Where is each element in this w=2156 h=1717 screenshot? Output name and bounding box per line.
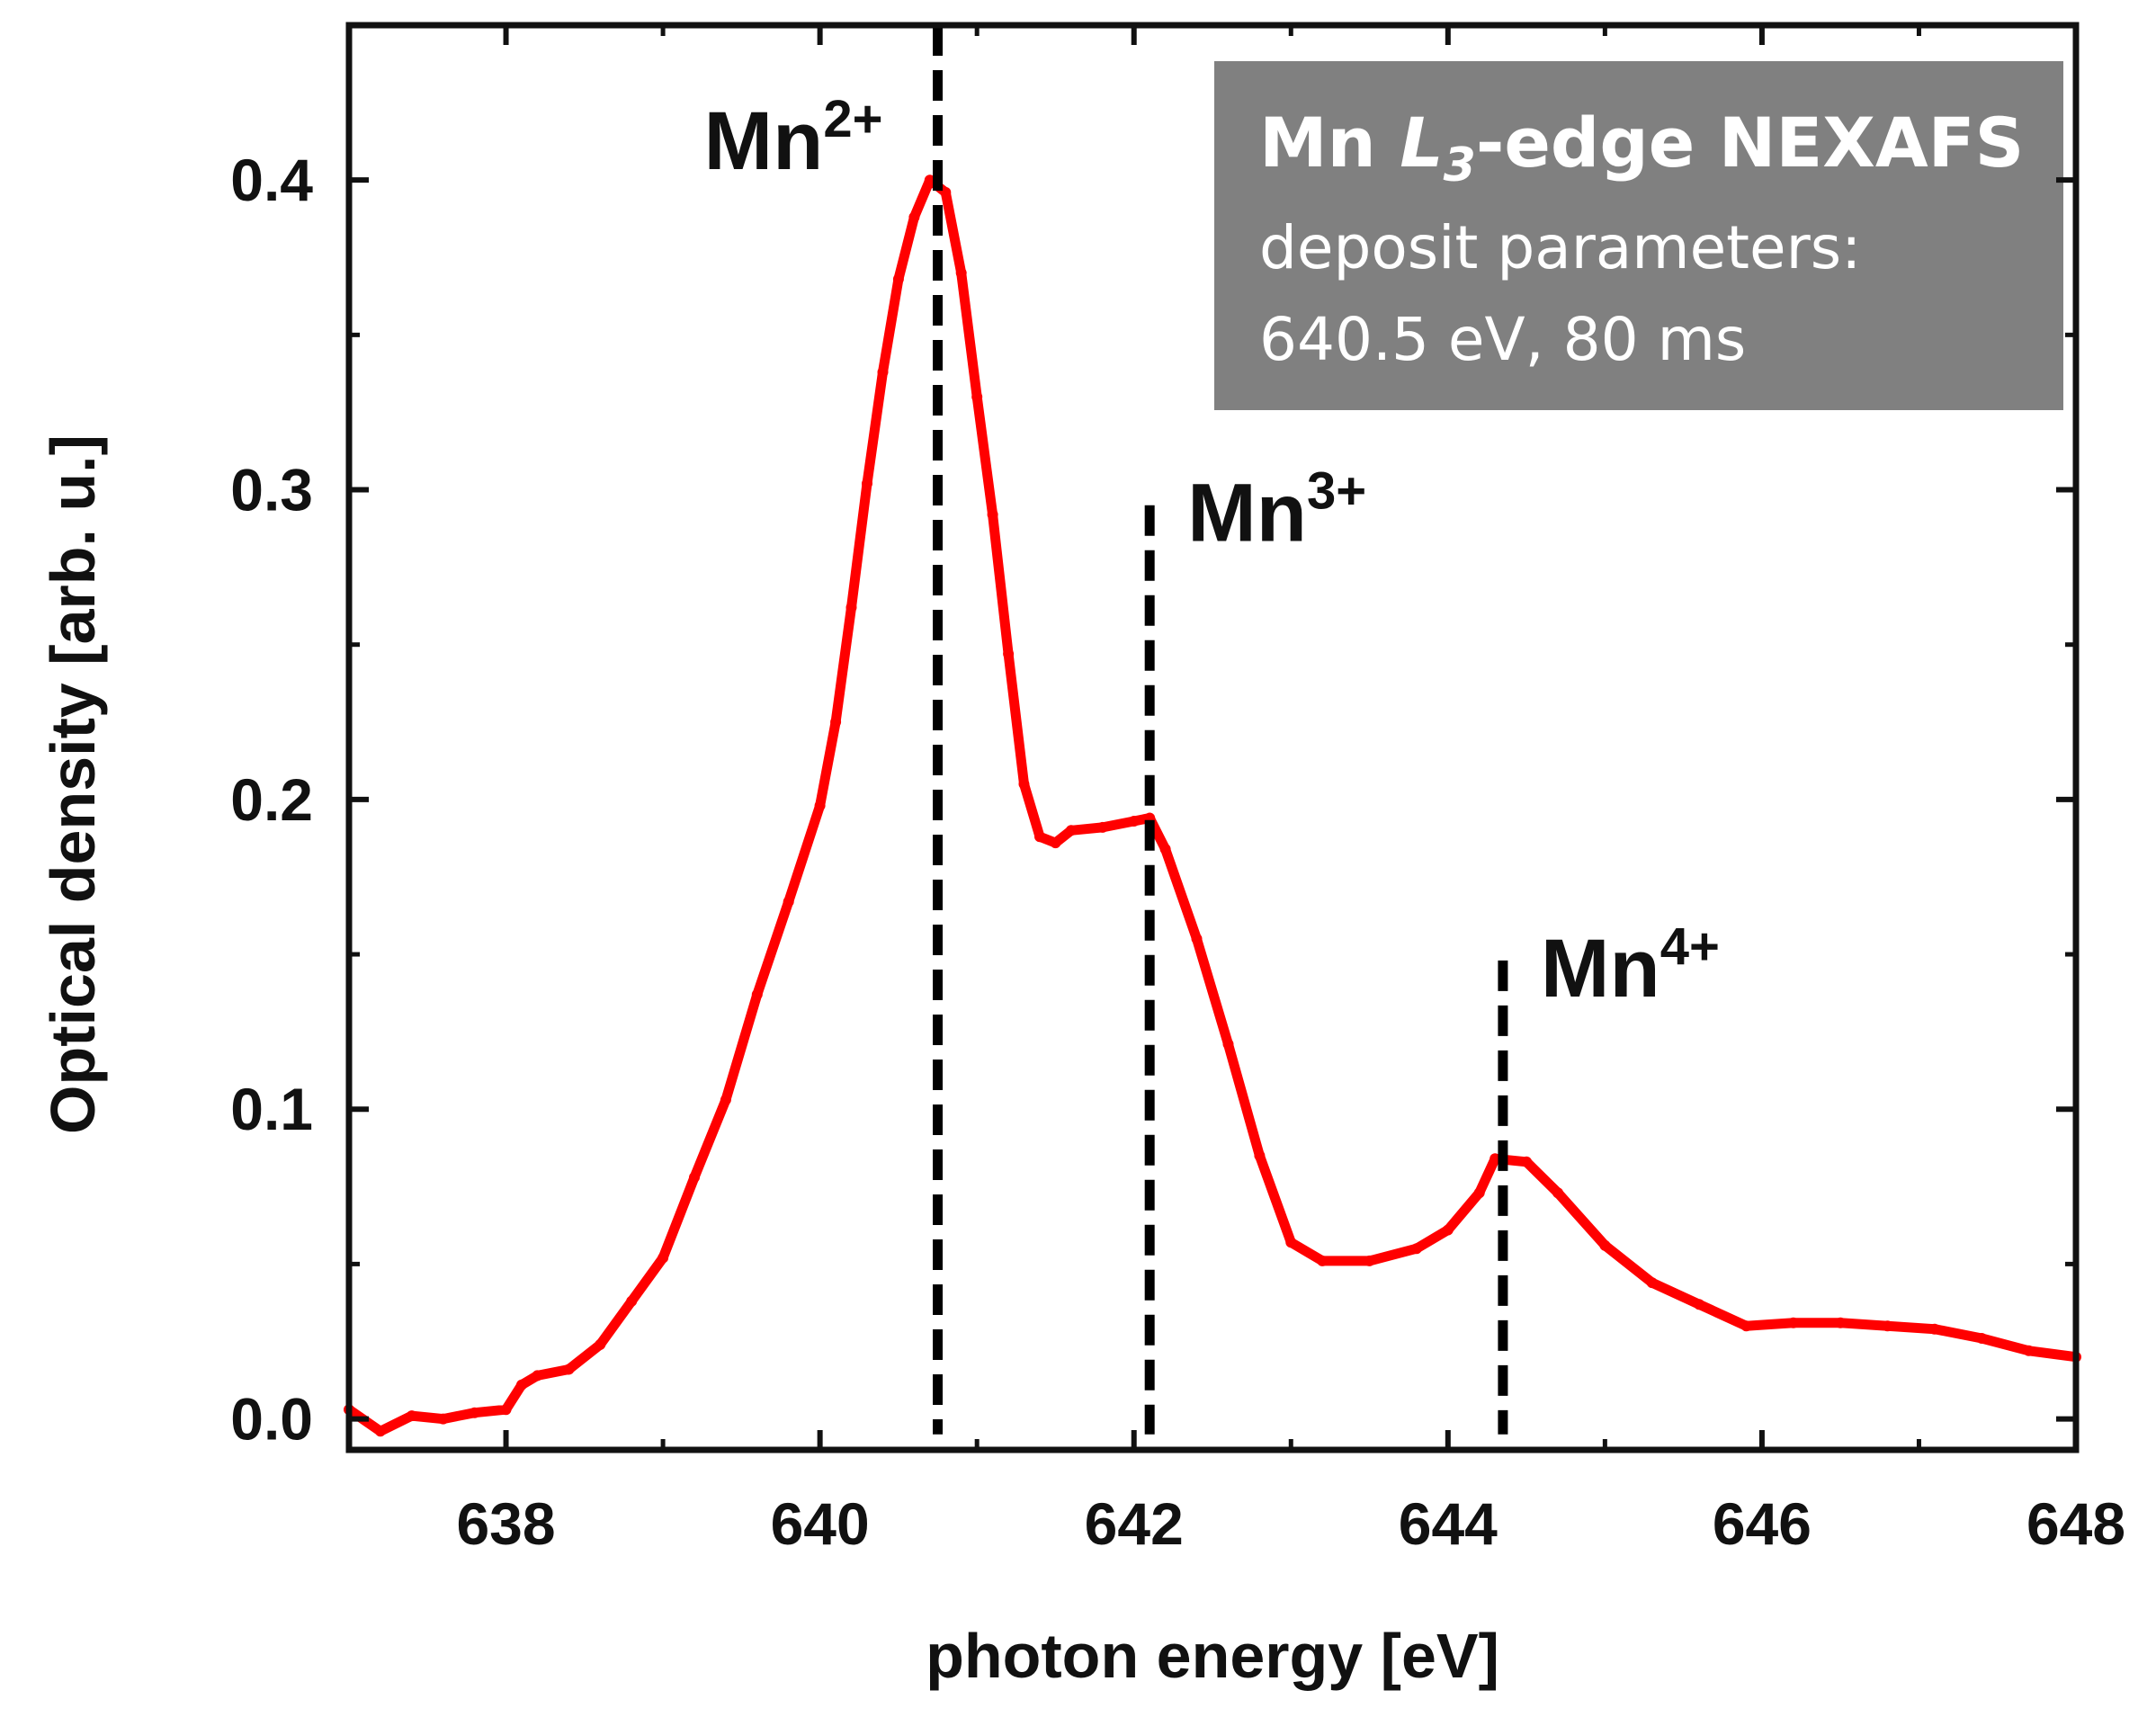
- data-point: [1065, 825, 1077, 836]
- data-point: [500, 1404, 512, 1416]
- data-point: [516, 1379, 527, 1391]
- y-tick-label: 0.3: [230, 457, 313, 523]
- x-tick-label: 642: [1085, 1490, 1184, 1557]
- data-point: [1442, 1224, 1454, 1236]
- data-point: [1364, 1255, 1375, 1266]
- data-point: [1740, 1320, 1752, 1332]
- data-point: [830, 716, 842, 728]
- data-point: [987, 509, 998, 521]
- x-tick-label: 638: [456, 1490, 555, 1557]
- data-point: [1646, 1277, 1658, 1289]
- y-axis-title: Optical density [arb. u.]: [38, 434, 108, 1134]
- data-point: [1694, 1299, 1705, 1310]
- data-point: [1976, 1333, 1988, 1344]
- data-point: [862, 478, 872, 489]
- data-point: [406, 1410, 417, 1422]
- data-point: [1882, 1320, 1893, 1332]
- data-point: [532, 1370, 543, 1382]
- x-tick-label: 640: [771, 1490, 870, 1557]
- peak-label-3: Mn4+: [1541, 917, 1720, 1015]
- info-box-line-2: deposit parameters:: [1259, 213, 1861, 282]
- y-tick-label: 0.0: [230, 1386, 313, 1453]
- data-point: [1410, 1243, 1422, 1255]
- y-tick-label: 0.4: [230, 147, 313, 213]
- data-point: [595, 1338, 606, 1350]
- data-point: [374, 1426, 386, 1437]
- data-point: [1191, 933, 1203, 944]
- data-point: [814, 800, 826, 811]
- data-point: [626, 1295, 638, 1307]
- data-point: [892, 273, 904, 285]
- x-axis-title: photon energy [eV]: [926, 1621, 1499, 1691]
- data-point: [1128, 816, 1140, 827]
- data-point: [877, 366, 889, 378]
- peak-label-1: Mn2+: [704, 90, 883, 187]
- data-point: [1835, 1317, 1847, 1328]
- data-point: [940, 186, 952, 198]
- axes: 638 640 642 644 646 648 0.0 0.1 0.2 0.3 0.4: [230, 22, 2125, 1557]
- data-point: [783, 896, 794, 908]
- data-point: [563, 1364, 575, 1375]
- data-point: [908, 211, 920, 223]
- data-point: [469, 1407, 480, 1418]
- plot-frame: [345, 22, 2080, 1453]
- plot-area: [344, 174, 2081, 1437]
- data-point: [1018, 778, 1030, 790]
- data-point: [1254, 1149, 1266, 1161]
- data-point: [924, 174, 935, 186]
- info-box-background: [1214, 61, 2063, 410]
- x-tick-label: 646: [1713, 1490, 1812, 1557]
- data-point: [1034, 831, 1045, 843]
- data-point: [1521, 1156, 1533, 1167]
- data-point: [1317, 1255, 1328, 1266]
- info-box: Mn L3-edge NEXAFS deposit parameters: 64…: [1214, 61, 2063, 410]
- data-point: [1222, 1038, 1234, 1050]
- data-point: [437, 1413, 449, 1425]
- data-point: [1787, 1317, 1799, 1328]
- data-point: [1552, 1187, 1563, 1199]
- peak-label-2: Mn3+: [1187, 462, 1366, 559]
- series-line-0: [344, 174, 2081, 1436]
- data-point: [1159, 844, 1171, 854]
- x-tick-label: 648: [2026, 1490, 2125, 1557]
- info-box-title: Mn L3-edge NEXAFS: [1259, 103, 2024, 192]
- data-point: [658, 1252, 669, 1264]
- data-point: [751, 988, 763, 1000]
- data-point: [1285, 1237, 1297, 1248]
- data-point: [1050, 837, 1061, 849]
- data-point: [1003, 648, 1015, 659]
- data-point: [1490, 1153, 1501, 1165]
- data-point: [2023, 1345, 2035, 1356]
- data-point: [845, 602, 857, 613]
- data-point: [955, 267, 967, 279]
- data-point: [720, 1094, 731, 1105]
- x-tick-label: 644: [1399, 1490, 1498, 1557]
- y-tick-label: 0.2: [230, 766, 313, 833]
- y-tick-label: 0.1: [230, 1076, 313, 1142]
- peak-annotations: Mn2+ Mn3+ Mn4+: [704, 25, 1720, 1435]
- data-point: [1473, 1187, 1485, 1199]
- data-point: [1096, 821, 1108, 833]
- data-point: [1928, 1323, 1940, 1335]
- data-point: [1599, 1239, 1611, 1251]
- data-point: [689, 1172, 700, 1183]
- data-point: [971, 391, 983, 403]
- info-box-line-3: 640.5 eV, 80 ms: [1259, 305, 1746, 374]
